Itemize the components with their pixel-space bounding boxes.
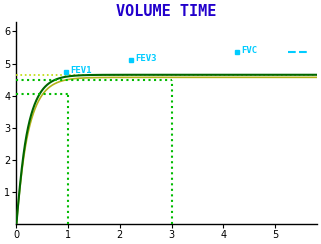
Title: VOLUME TIME: VOLUME TIME bbox=[116, 4, 217, 19]
Text: FVC: FVC bbox=[242, 46, 258, 55]
Text: FEV1: FEV1 bbox=[70, 66, 92, 75]
Text: FEV3: FEV3 bbox=[135, 54, 157, 63]
